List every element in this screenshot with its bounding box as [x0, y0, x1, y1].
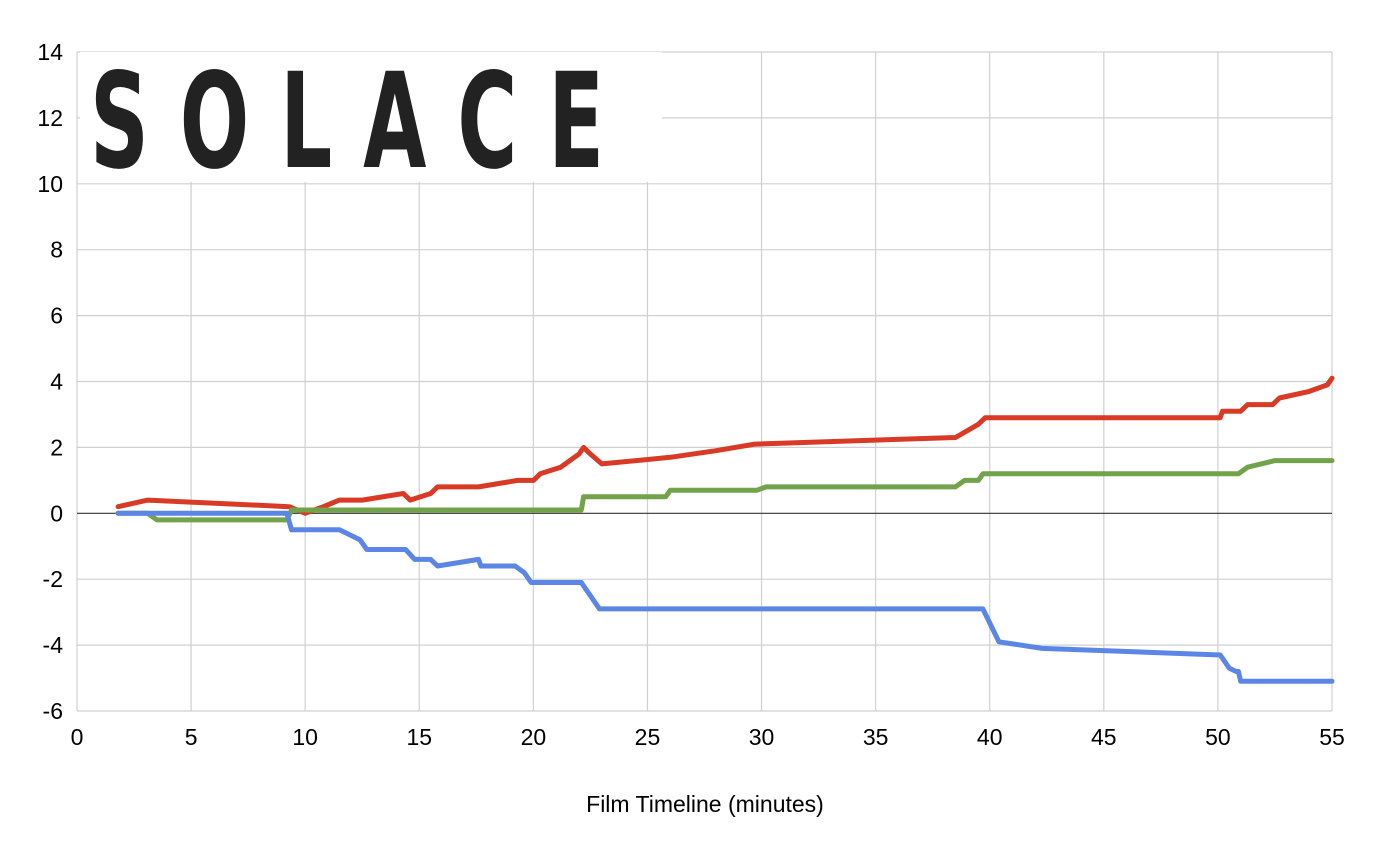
x-tick-label: 25	[635, 724, 661, 750]
x-tick-label: 45	[1091, 724, 1117, 750]
x-tick-label: 30	[749, 724, 775, 750]
y-tick-label: 4	[50, 369, 63, 395]
x-tick-label: 20	[521, 724, 547, 750]
green-series-line	[115, 458, 1335, 523]
y-tick-label: 0	[50, 500, 63, 526]
series-lines	[115, 375, 1335, 684]
y-tick-label: -2	[43, 566, 63, 592]
x-tick-label: 50	[1205, 724, 1231, 750]
x-axis-label: Film Timeline (minutes)	[586, 791, 824, 817]
logo-background	[80, 52, 662, 182]
y-tick-label: -4	[43, 632, 64, 658]
x-tick-label: 55	[1319, 724, 1345, 750]
y-tick-label: -6	[43, 698, 63, 724]
x-axis-ticks: 0 5 10 15 20 25 30 35 40 45 50 55	[71, 724, 1345, 750]
y-tick-label: 10	[37, 171, 63, 197]
solace-logo: SOLACE	[90, 45, 635, 199]
x-tick-label: 35	[863, 724, 889, 750]
x-tick-label: 15	[406, 724, 432, 750]
y-tick-label: 14	[37, 39, 63, 65]
red-series-line	[115, 375, 1335, 516]
y-tick-label: 2	[50, 434, 63, 460]
y-tick-label: 8	[50, 237, 63, 263]
y-tick-label: 6	[50, 303, 63, 329]
x-tick-label: 40	[977, 724, 1003, 750]
y-axis-ticks: -6 -4 -2 0 2 4 6 8 10 12 14	[37, 39, 63, 724]
x-tick-label: 5	[185, 724, 198, 750]
y-tick-label: 12	[37, 105, 63, 131]
x-tick-label: 10	[292, 724, 318, 750]
blue-series-line	[115, 510, 1335, 684]
x-tick-label: 0	[71, 724, 84, 750]
